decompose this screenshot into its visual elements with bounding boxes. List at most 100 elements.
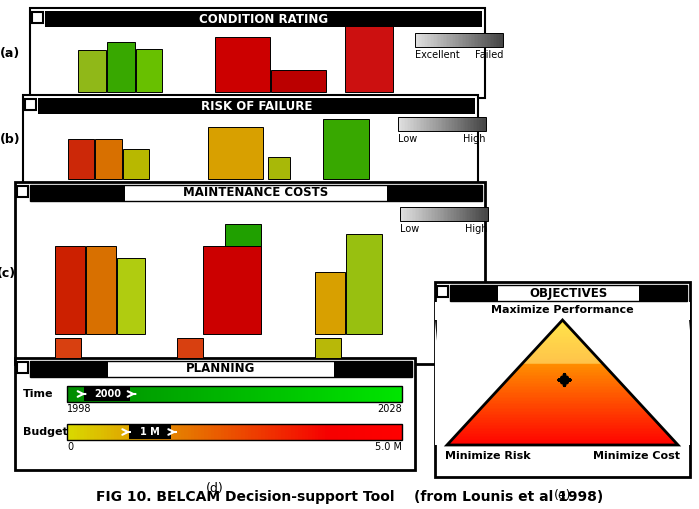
Bar	[436, 117, 438, 131]
Bar	[426, 117, 428, 131]
Text: Low: Low	[400, 224, 419, 234]
Bar	[322, 424, 326, 440]
Bar	[434, 33, 436, 47]
Bar	[560, 323, 565, 325]
Bar	[94, 424, 98, 440]
Bar	[275, 386, 278, 402]
Polygon shape	[678, 320, 690, 445]
Bar	[482, 117, 484, 131]
Bar	[335, 386, 339, 402]
Bar	[32, 12, 43, 23]
Bar	[456, 33, 458, 47]
Bar	[419, 207, 421, 221]
Bar	[476, 414, 649, 416]
Bar	[107, 386, 111, 402]
Bar	[432, 207, 434, 221]
Bar	[487, 207, 489, 221]
Bar	[554, 329, 571, 331]
Bar	[473, 207, 475, 221]
Bar	[460, 431, 665, 433]
Bar	[127, 386, 131, 402]
Bar	[251, 424, 255, 440]
Bar	[489, 33, 490, 47]
Text: Budget: Budget	[23, 427, 68, 437]
Bar	[104, 424, 108, 440]
Bar	[463, 207, 465, 221]
Bar	[124, 386, 128, 402]
Bar	[325, 386, 329, 402]
Bar	[509, 378, 616, 380]
Bar	[417, 33, 419, 47]
Bar	[408, 207, 410, 221]
Bar	[171, 386, 175, 402]
Bar	[254, 424, 259, 440]
Bar	[221, 386, 225, 402]
Bar	[168, 386, 171, 402]
Bar	[532, 353, 593, 355]
Bar	[424, 207, 426, 221]
Bar	[533, 351, 591, 353]
Bar	[107, 424, 111, 440]
Bar	[224, 424, 229, 440]
Bar	[398, 424, 403, 440]
Bar	[387, 185, 482, 201]
Bar	[342, 424, 345, 440]
Bar	[496, 392, 629, 394]
Bar	[434, 207, 435, 221]
Bar	[453, 439, 672, 441]
Bar	[448, 117, 450, 131]
Bar	[117, 424, 121, 440]
Bar	[401, 117, 403, 131]
Text: MAINTENANCE COSTS: MAINTENANCE COSTS	[183, 186, 329, 200]
Bar	[470, 207, 473, 221]
Bar	[421, 33, 423, 47]
Bar	[424, 33, 426, 47]
Bar	[525, 360, 600, 363]
Bar	[241, 424, 245, 440]
Bar	[228, 424, 231, 440]
Bar	[438, 207, 440, 221]
Bar	[445, 117, 447, 131]
Bar	[254, 386, 259, 402]
Bar	[405, 207, 406, 221]
Bar	[362, 386, 366, 402]
Bar	[435, 117, 437, 131]
Bar	[268, 386, 272, 402]
Bar	[67, 424, 71, 440]
Bar	[329, 386, 332, 402]
Bar	[164, 424, 168, 440]
Bar	[231, 386, 235, 402]
Bar	[474, 117, 476, 131]
Text: (a): (a)	[0, 46, 20, 60]
Bar	[268, 157, 290, 179]
Bar	[460, 117, 461, 131]
Bar	[431, 33, 433, 47]
Bar	[450, 285, 687, 301]
Bar	[563, 378, 566, 382]
Bar	[157, 424, 161, 440]
Bar	[342, 386, 345, 402]
Bar	[80, 424, 85, 440]
Bar	[410, 207, 412, 221]
Bar	[392, 424, 396, 440]
Bar	[154, 386, 158, 402]
Bar	[431, 207, 433, 221]
Bar	[487, 33, 489, 47]
Bar	[301, 424, 305, 440]
Bar	[208, 127, 263, 179]
Bar	[494, 33, 496, 47]
Bar	[447, 33, 449, 47]
Bar	[140, 386, 145, 402]
Bar	[449, 33, 451, 47]
Bar	[87, 424, 91, 440]
Bar	[258, 424, 262, 440]
Bar	[420, 117, 422, 131]
Bar	[23, 95, 478, 185]
Bar	[400, 207, 402, 221]
Bar	[191, 386, 195, 402]
Text: Maximize Performance: Maximize Performance	[491, 305, 634, 315]
Bar	[482, 207, 484, 221]
Bar	[151, 424, 154, 440]
Bar	[432, 117, 433, 131]
Bar	[414, 117, 416, 131]
